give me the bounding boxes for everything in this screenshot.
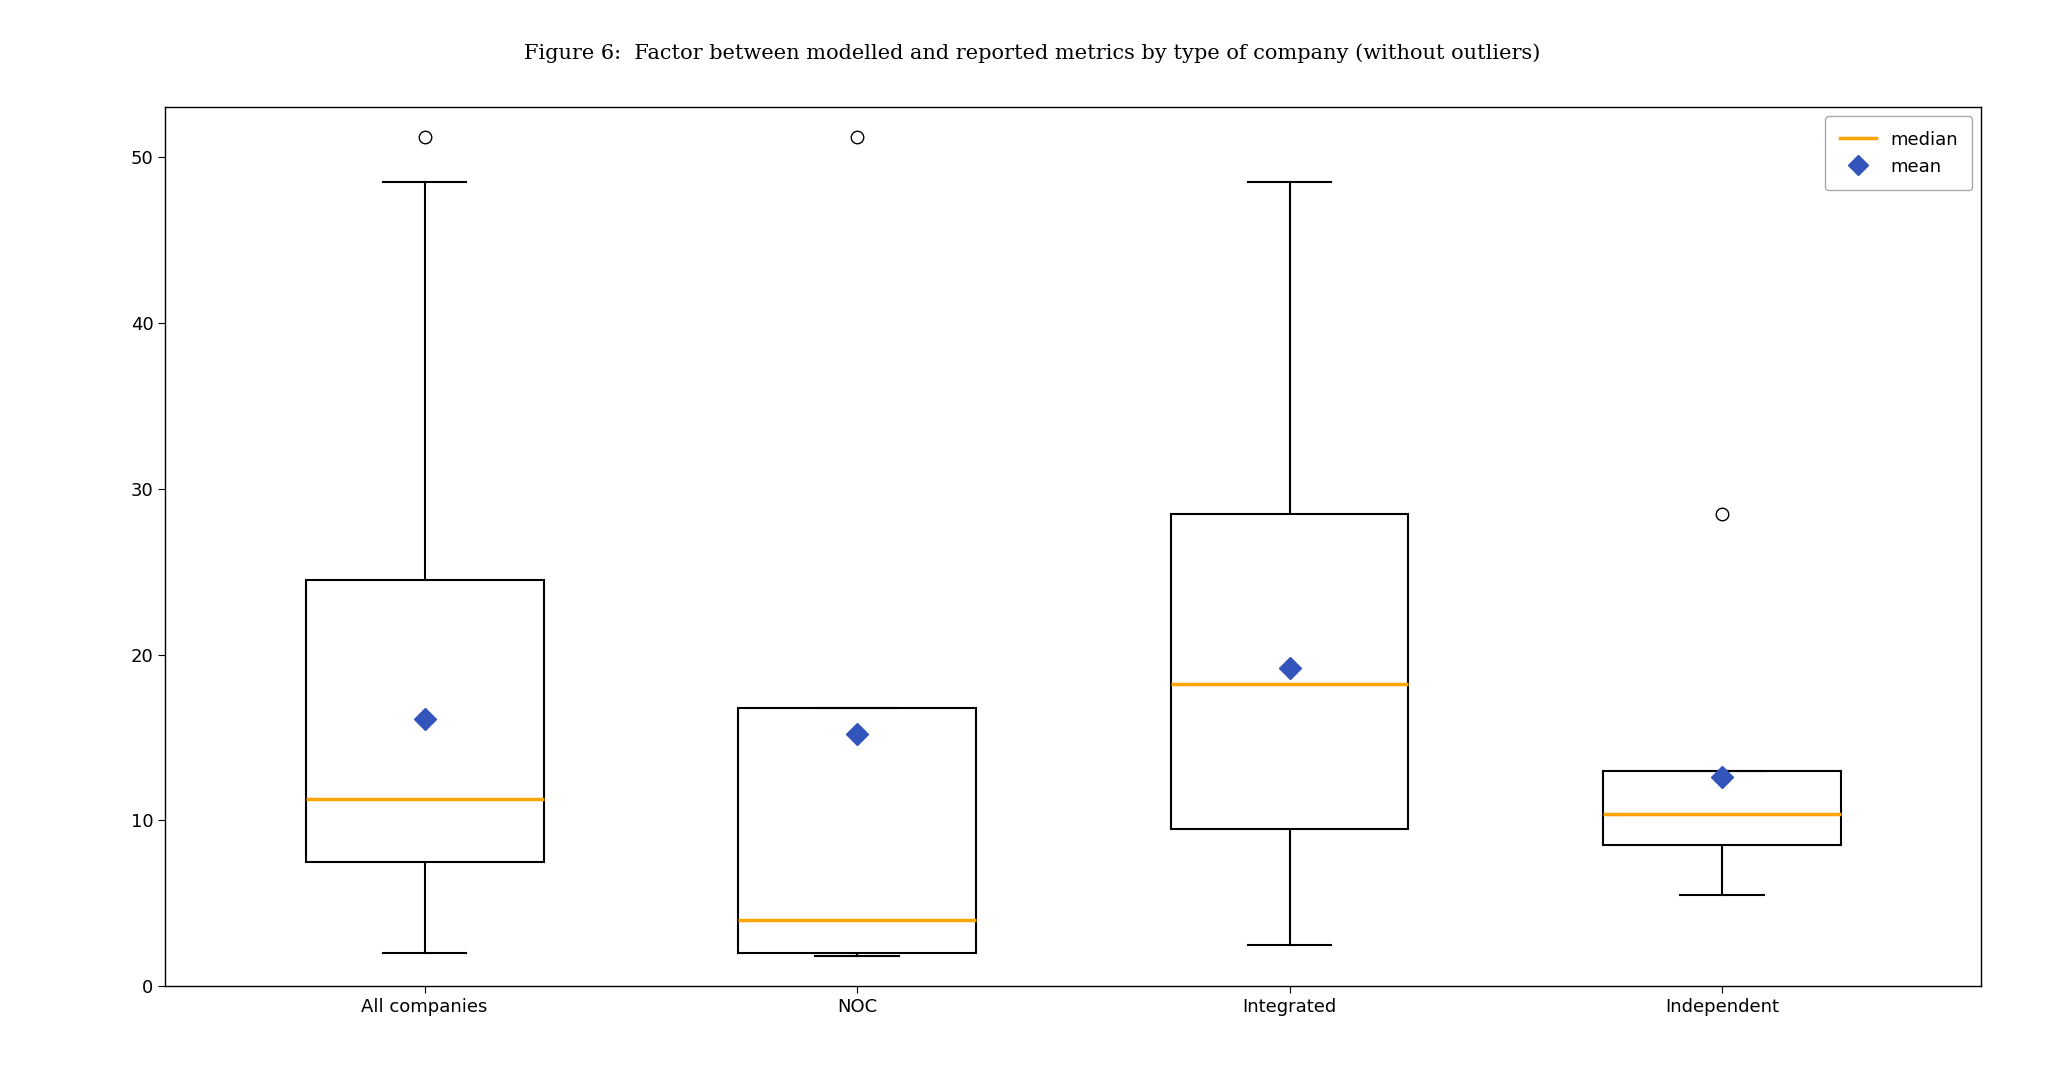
Bar: [1604, 771, 1841, 845]
Legend: median, mean: median, mean: [1825, 116, 1973, 190]
Bar: [305, 580, 543, 862]
Bar: [1170, 513, 1408, 829]
Bar: [739, 708, 976, 953]
Text: Figure 6:  Factor between modelled and reported metrics by type of company (with: Figure 6: Factor between modelled and re…: [524, 43, 1540, 62]
